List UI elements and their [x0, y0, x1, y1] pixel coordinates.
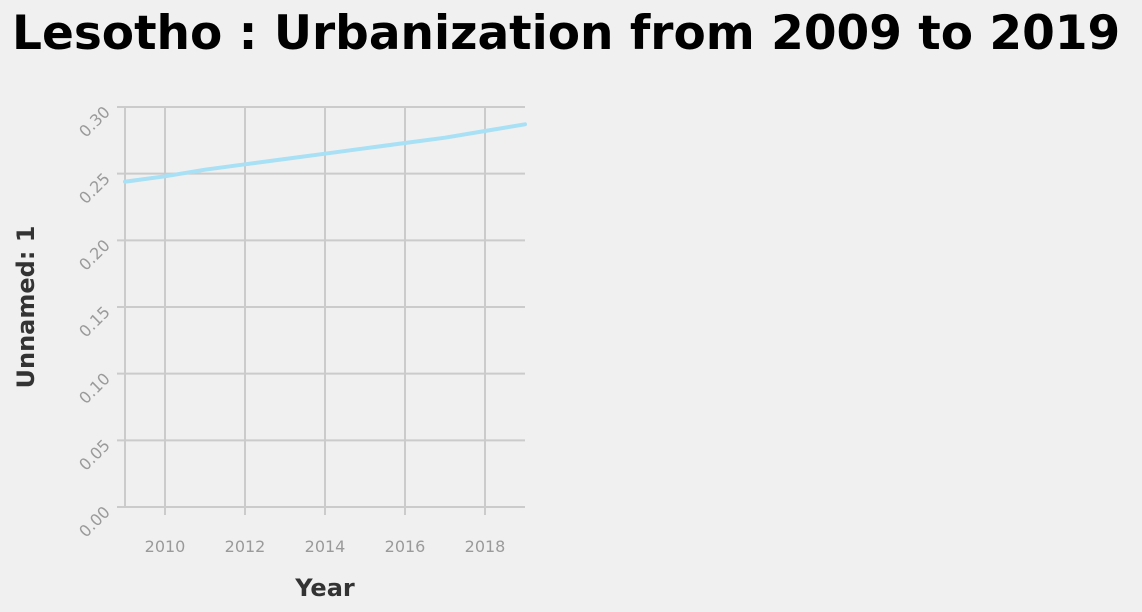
- series-layer: [123, 122, 527, 184]
- y-tick-label: 0.10: [75, 369, 114, 408]
- x-tick-label: 2018: [465, 537, 506, 556]
- grid: [117, 106, 525, 515]
- x-tick-label: 2016: [385, 537, 426, 556]
- tick-labels: 2010 2012 2014 2016 2018 0.00 0.05 0.10 0.15 0.20…: [75, 102, 505, 556]
- y-tick-label: 0.20: [75, 236, 114, 275]
- y-tick-label: 0.15: [75, 302, 114, 341]
- y-tick-label: 0.05: [75, 436, 114, 475]
- chart-title: Lesotho : Urbanization from 2009 to 2019: [12, 6, 1121, 61]
- y-axis-label: Unnamed: 1: [12, 226, 40, 389]
- axes: [124, 107, 525, 508]
- y-tick-label: 0.30: [75, 102, 114, 141]
- y-tick-label: 0.00: [75, 502, 114, 541]
- series-line: [123, 122, 527, 184]
- x-axis-label: Year: [294, 574, 355, 602]
- x-tick-label: 2014: [305, 537, 346, 556]
- x-tick-label: 2012: [225, 537, 266, 556]
- y-tick-label: 0.25: [75, 169, 114, 208]
- x-tick-label: 2010: [145, 537, 186, 556]
